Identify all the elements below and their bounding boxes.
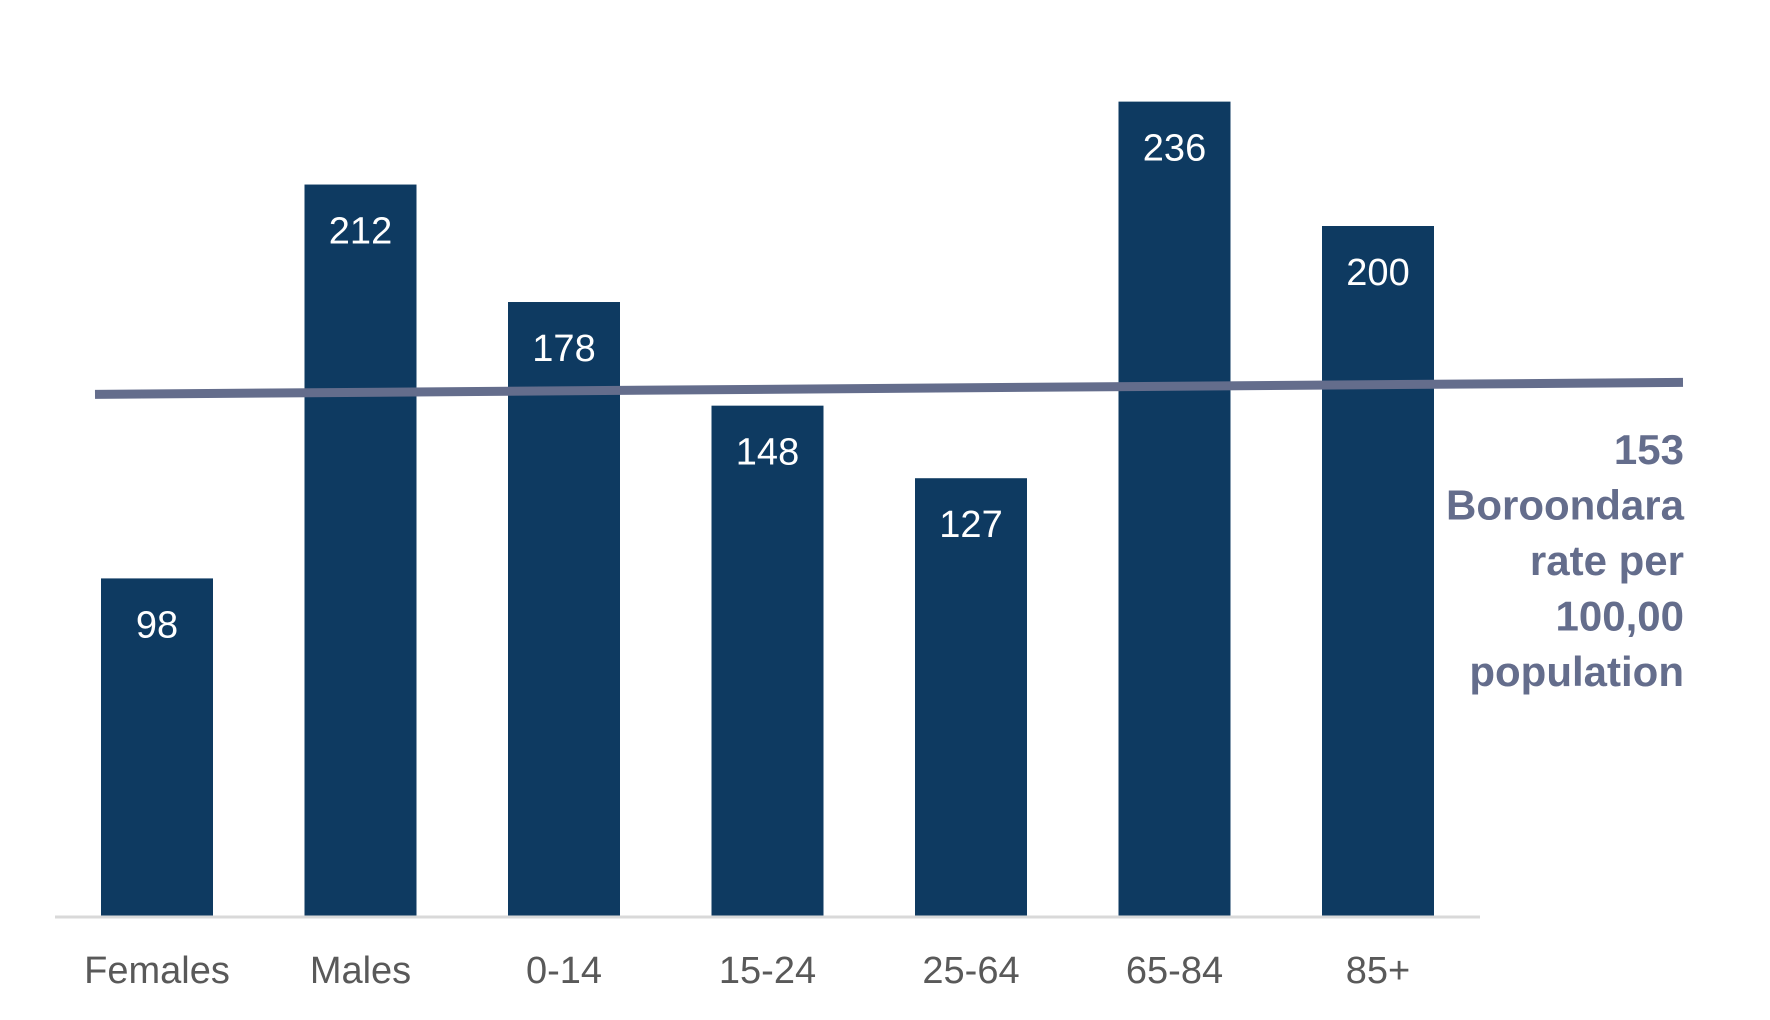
reference-label-line: Boroondara <box>1446 482 1685 529</box>
bar-65-84 <box>1118 101 1231 918</box>
bar-females <box>101 578 213 917</box>
bars-group <box>101 101 1434 918</box>
data-label: 212 <box>329 211 392 253</box>
bar-85- <box>1322 226 1434 917</box>
data-label: 236 <box>1143 128 1206 170</box>
data-label: 127 <box>939 504 1002 546</box>
reference-label-line: 100,00 <box>1556 593 1684 640</box>
reference-label-line: rate per <box>1530 537 1684 584</box>
bar-25-64 <box>915 478 1027 917</box>
reference-label-line: 153 <box>1614 426 1684 473</box>
reference-line-label: 153 Boroondara rate per 100,00 population <box>1446 426 1685 695</box>
reference-line <box>94 377 1684 399</box>
bar-labels-group: 98 212 178 148 127 236 200 <box>136 128 1410 647</box>
category-tick-label: 0-14 <box>526 950 602 992</box>
data-label: 178 <box>532 328 595 370</box>
category-labels-group: Females Males 0-14 15-24 25-64 65-84 85+ <box>84 950 1410 992</box>
bar-males <box>304 184 417 918</box>
data-label: 148 <box>736 432 799 474</box>
category-tick-label: 15-24 <box>719 950 816 992</box>
data-label: 98 <box>136 604 178 646</box>
category-tick-label: 65-84 <box>1126 950 1223 992</box>
category-tick-label: Males <box>310 950 411 992</box>
category-tick-label: 25-64 <box>922 950 1019 992</box>
bar-0-14 <box>508 302 620 917</box>
data-label: 200 <box>1346 252 1409 294</box>
category-tick-label: Females <box>84 950 230 992</box>
category-tick-label: 85+ <box>1346 950 1410 992</box>
bar-15-24 <box>711 405 824 917</box>
reference-label-line: population <box>1469 648 1684 695</box>
